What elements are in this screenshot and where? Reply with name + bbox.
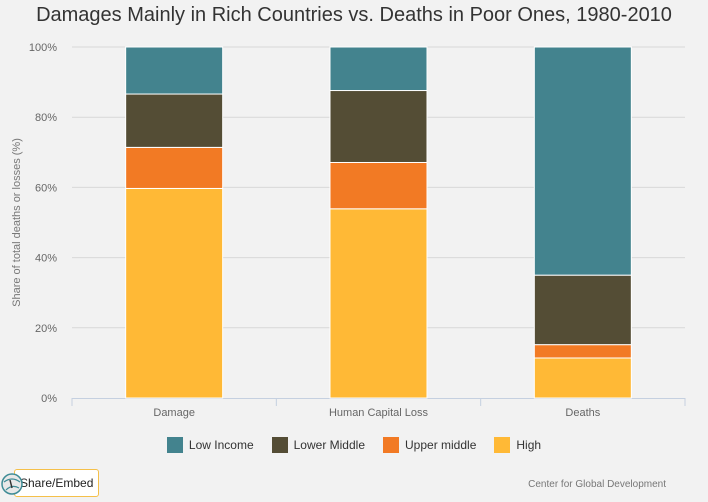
- x-tick-label: Damage: [153, 407, 195, 419]
- legend-item[interactable]: High: [494, 437, 541, 453]
- y-tick-label: 100%: [29, 42, 57, 54]
- legend-swatch: [383, 437, 399, 453]
- bar-segment-low-income: [329, 46, 428, 92]
- chart-title: Damages Mainly in Rich Countries vs. Dea…: [36, 4, 672, 26]
- x-tick-label: Human Capital Loss: [329, 407, 429, 419]
- bar-segment-high: [329, 208, 428, 399]
- legend-label: Low Income: [188, 438, 254, 452]
- bar-segment-low-income: [533, 46, 632, 276]
- bar-segment-lower-middle: [329, 90, 428, 163]
- legend-item[interactable]: Low Income: [166, 437, 254, 453]
- legend-swatch: [166, 437, 183, 453]
- y-tick-label: 20%: [35, 323, 57, 335]
- bar-segment-low-income: [125, 46, 224, 95]
- credit-text: Center for Global Development: [528, 479, 666, 490]
- bar-segment-high: [125, 187, 224, 399]
- legend-label: Lower Middle: [293, 438, 365, 452]
- bar-segment-upper-middle: [329, 161, 428, 210]
- y-tick-label: 40%: [35, 253, 57, 265]
- legend-label: Upper middle: [405, 438, 477, 452]
- y-tick-label: 60%: [35, 182, 57, 194]
- stacked-bar-chart: 0% 20% 40% 60% 80% 100% Share of total deaths …: [11, 42, 686, 419]
- y-tick-label: 80%: [35, 112, 57, 124]
- share-embed-button[interactable]: Share/Embed: [14, 469, 100, 497]
- legend-swatch: [494, 437, 511, 453]
- legend: Low Income Lower Middle Upper middle High: [0, 437, 708, 453]
- x-tick-label: Deaths: [565, 407, 600, 419]
- bar-segment-lower-middle: [125, 93, 224, 148]
- legend-swatch: [271, 437, 288, 453]
- bar-segment-high: [533, 357, 632, 399]
- bar-segment-upper-middle: [533, 344, 632, 359]
- legend-label: High: [516, 438, 542, 452]
- y-tick-label: 0%: [41, 393, 57, 405]
- cgd-logo-icon: [1, 473, 23, 495]
- bar-segment-upper-middle: [125, 146, 224, 189]
- legend-item[interactable]: Lower Middle: [271, 437, 365, 453]
- legend-item[interactable]: Upper middle: [383, 437, 476, 453]
- bar-segment-lower-middle: [533, 274, 632, 346]
- y-axis-label: Share of total deaths or losses (%): [11, 138, 23, 307]
